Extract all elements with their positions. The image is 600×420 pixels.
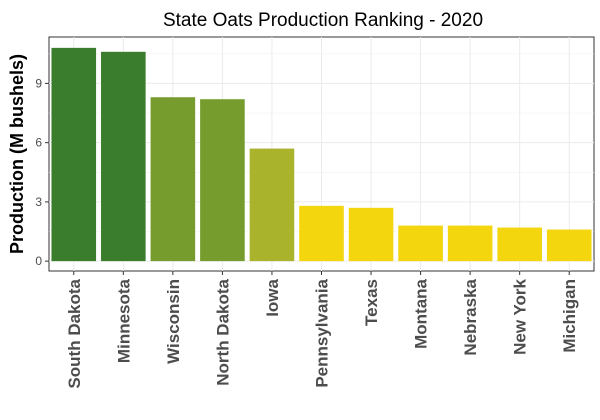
bar-nebraska [447, 225, 493, 262]
x-tick-label: Texas [362, 279, 381, 326]
bar-north-dakota [200, 99, 245, 262]
x-tick-label: New York [511, 278, 530, 354]
bar-new-york [497, 227, 542, 262]
x-tick-label: Montana [412, 278, 431, 348]
y-tick-label: 0 [35, 254, 42, 268]
x-axis-ticks: South Dakota Minnesota Wisconsin North Dako… [65, 271, 579, 389]
bar-iowa [249, 148, 295, 262]
bar-michigan [546, 229, 592, 262]
x-tick-label: Michigan [560, 279, 579, 353]
chart-title: State Oats Production Ranking - 2020 [163, 10, 483, 31]
bar-minnesota [101, 51, 146, 262]
x-tick-label: Nebraska [461, 278, 480, 355]
bar-wisconsin [150, 97, 196, 262]
y-tick-label: 3 [35, 195, 42, 209]
x-tick-label: Iowa [263, 278, 282, 316]
y-axis-ticks: 0 3 6 9 [35, 76, 49, 268]
bar-south-dakota [51, 47, 97, 262]
bar-pennsylvania [299, 205, 344, 262]
bars [51, 47, 592, 262]
bar-texas [348, 207, 394, 262]
x-tick-label: South Dakota [65, 278, 84, 388]
bar-montana [398, 225, 443, 262]
x-tick-label: Minnesota [114, 278, 133, 363]
y-tick-label: 9 [35, 76, 42, 90]
x-tick-label: North Dakota [213, 278, 232, 385]
x-tick-label: Wisconsin [164, 279, 183, 364]
y-axis-label: Production (M bushels) [7, 54, 27, 254]
y-tick-label: 6 [35, 136, 42, 150]
x-tick-label: Pennsylvania [313, 278, 332, 387]
